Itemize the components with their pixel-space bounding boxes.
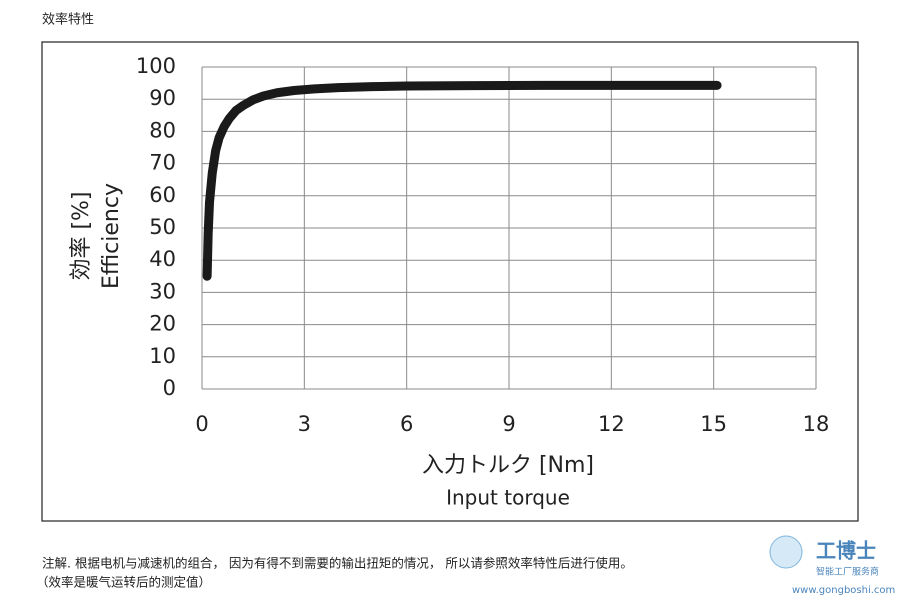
watermark-icon [769, 535, 803, 569]
x-tick-label: 3 [298, 412, 311, 436]
y-tick-label: 50 [149, 215, 176, 239]
x-axis-label-en: Input torque [446, 486, 570, 510]
y-tick-label: 90 [149, 86, 176, 110]
y-tick-label: 30 [149, 279, 176, 303]
page-title: 效率特性 [42, 12, 94, 28]
footer-remark: （效率是暖气运转后的测定值） [36, 575, 211, 590]
watermark-slogan: 智能工厂服务商 [816, 566, 879, 578]
y-tick-label: 100 [136, 54, 176, 78]
x-tick-label: 12 [598, 412, 625, 436]
footer-note: 注解. 根据电机与减速机的组合， 因为有得不到需要的输出扭矩的情况， 所以请参照… [42, 556, 633, 571]
y-axis-label-en: Efficiency [99, 183, 124, 289]
watermark-brand: 工博士 [816, 539, 876, 563]
x-axis-label: 入力トルク [Nm] [422, 453, 594, 478]
y-tick-label: 80 [149, 118, 176, 142]
x-tick-label: 0 [195, 412, 208, 436]
efficiency-line [202, 80, 722, 281]
frame [41, 41, 859, 522]
x-tick-label: 18 [803, 412, 830, 436]
watermark-url: www.gongboshi.com [792, 585, 895, 596]
y-axis-label: 効率 [%] [69, 191, 94, 280]
y-tick-label: 0 [163, 376, 176, 400]
y-tick-label: 10 [149, 344, 176, 368]
x-tick-label: 9 [502, 412, 515, 436]
y-tick-label: 60 [149, 183, 176, 207]
y-tick-label: 40 [149, 247, 176, 271]
x-tick-label: 6 [400, 412, 413, 436]
y-tick-label: 20 [149, 312, 176, 336]
y-tick-label: 70 [149, 151, 176, 175]
x-tick-label: 15 [700, 412, 727, 436]
watermark: 工博士 智能工厂服务商 www.gongboshi.com [769, 535, 895, 596]
